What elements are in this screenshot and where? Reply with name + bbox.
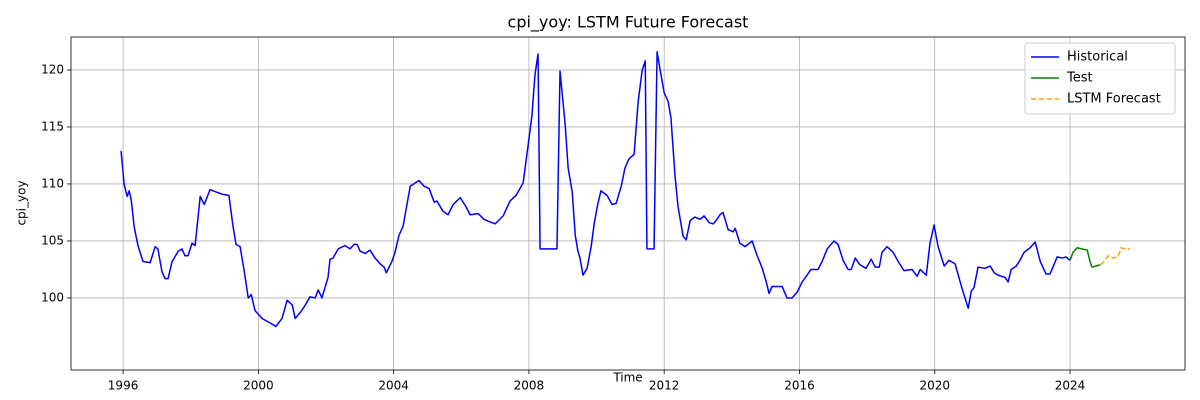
y-tick-label: 110 [41,176,64,190]
x-tick-label: 2016 [784,379,815,393]
series-line [120,50,1071,328]
chart-title: cpi_yoy: LSTM Future Forecast [508,13,749,33]
x-tick-label: 2012 [649,379,680,393]
plot-frame [70,36,1186,371]
legend-label: Test [1066,71,1093,86]
x-tick-label: 2004 [378,379,409,393]
legend-box [1024,42,1176,115]
legend-label: LSTM Forecast [1067,92,1161,107]
y-axis-label: cpi_yoy [15,180,29,225]
x-tick-label: 2008 [514,379,545,393]
series-line [1069,247,1101,268]
legend-label: Historical [1067,50,1128,65]
x-tick-label: 2024 [1055,379,1086,393]
x-tick-label: 2020 [919,379,950,393]
y-tick-label: 105 [41,233,64,247]
x-axis-label: Time [612,371,642,385]
x-tick-label: 2000 [243,379,274,393]
y-tick-label: 120 [41,62,64,76]
series-line [1099,247,1131,266]
y-tick-label: 100 [41,290,64,304]
x-tick-label: 1996 [108,379,139,393]
y-tick-label: 115 [41,119,64,133]
